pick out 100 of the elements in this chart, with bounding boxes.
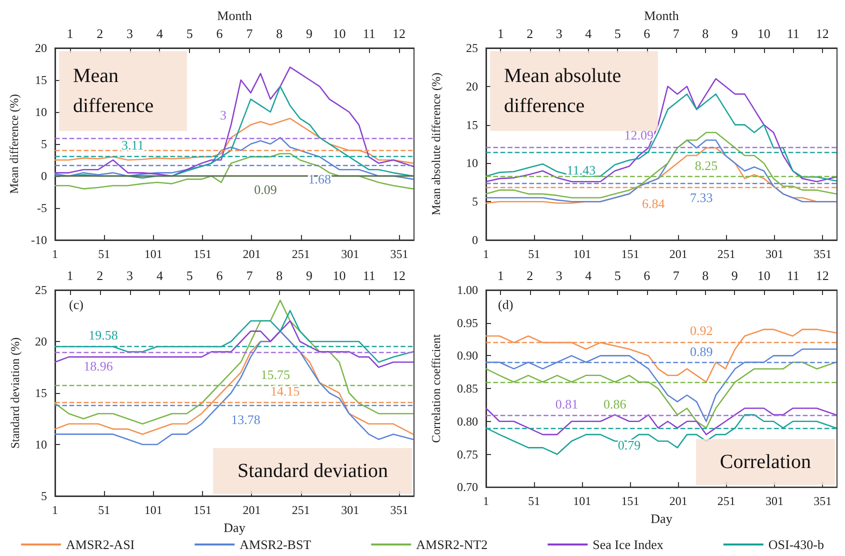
x2-tick-label: 9 <box>731 268 738 283</box>
ref-line-label: 15.75 <box>260 366 290 382</box>
x2-tick-label: 9 <box>731 26 738 41</box>
x-tick-label: 51 <box>98 247 110 261</box>
ref-line-label: 0.81 <box>555 396 578 412</box>
y-tick-label: 10 <box>35 438 47 452</box>
x-tick-label: 151 <box>194 503 212 517</box>
x2-tick-label: 8 <box>702 268 709 283</box>
x2-tick-label: 3 <box>556 268 562 283</box>
x2-tick-label: 12 <box>392 268 406 283</box>
y-tick-label: 25 <box>35 283 47 297</box>
y-tick-label: -10 <box>31 233 47 247</box>
ref-line-label: 8.25 <box>694 158 718 174</box>
y-tick-label: 10 <box>35 105 47 119</box>
x2-tick-label: 11 <box>786 268 800 283</box>
x2-tick-label: 7 <box>246 268 254 283</box>
legend-label: AMSR2-NT2 <box>416 537 488 552</box>
x-tick-label: 1 <box>483 247 489 261</box>
y-tick-label: 0.85 <box>457 382 478 396</box>
x2-tick-label: 4 <box>156 26 164 41</box>
x-tick-label: 201 <box>242 503 261 517</box>
x-tick-label: 1 <box>483 494 489 508</box>
y-tick-label: 5 <box>472 194 478 209</box>
x-tick-label: 301 <box>341 247 360 261</box>
x2-tick-label: 12 <box>816 26 829 41</box>
x2-axis-title: Month <box>217 8 252 24</box>
x2-tick-label: 8 <box>276 26 283 41</box>
x2-tick-label: 8 <box>702 26 709 41</box>
x2-tick-label: 7 <box>246 26 254 41</box>
x-tick-label: 351 <box>814 247 832 261</box>
x-tick-label: 301 <box>765 247 784 261</box>
line-series <box>485 362 837 429</box>
heading-box: Mean difference <box>59 51 187 131</box>
x2-tick-label: 5 <box>614 268 621 283</box>
heading-box: Standard deviation <box>213 448 412 494</box>
x-tick-label: 251 <box>292 247 310 261</box>
y-tick-label: 0 <box>41 169 47 183</box>
x-tick-label: 351 <box>390 503 408 517</box>
x2-tick-label: 3 <box>126 268 134 283</box>
y-axis-title: Mean absolute difference (%) <box>429 72 443 216</box>
x2-tick-label: 6 <box>216 26 224 41</box>
x-tick-label: 51 <box>528 494 540 508</box>
legend-label: Sea Ice Index <box>592 537 664 552</box>
x2-tick-label: 3 <box>126 26 134 41</box>
x-tick-label: 1 <box>52 503 58 517</box>
y-tick-label: -5 <box>37 201 47 215</box>
x2-tick-label: 2 <box>96 268 104 283</box>
y-tick-label: 20 <box>35 334 47 348</box>
ref-line-label: 0.92 <box>690 323 713 338</box>
ref-line-label: 0.89 <box>690 344 713 359</box>
x-axis-title: Day <box>224 520 246 535</box>
y-tick-label: 10 <box>466 156 478 170</box>
x2-tick-label: 10 <box>332 26 346 41</box>
y-tick-label: 0.95 <box>457 316 478 330</box>
y-tick-label: 0.80 <box>457 414 478 428</box>
x2-tick-label: 8 <box>276 268 283 283</box>
y-tick-label: 5 <box>41 489 47 503</box>
x-tick-label: 151 <box>621 247 640 261</box>
x2-tick-label: 7 <box>672 268 680 283</box>
x2-tick-label: 12 <box>816 268 829 283</box>
x-tick-label: 201 <box>242 247 261 261</box>
annotation: (d) <box>498 297 514 312</box>
x2-tick-label: 1 <box>497 268 504 283</box>
x2-tick-label: 4 <box>585 26 592 41</box>
x-tick-label: 101 <box>573 247 592 261</box>
x2-tick-label: 4 <box>585 268 592 283</box>
ref-line-label: 3.11 <box>122 138 144 153</box>
ref-line-label: 13.78 <box>231 412 260 428</box>
y-tick-label: 1.00 <box>457 283 478 297</box>
x2-tick-label: 6 <box>216 268 224 283</box>
x2-tick-label: 10 <box>757 26 770 41</box>
x-tick-label: 51 <box>528 247 540 261</box>
heading-box: Correlation <box>696 439 835 486</box>
x2-tick-label: 9 <box>306 26 313 41</box>
x2-tick-label: 5 <box>186 268 193 283</box>
x2-tick-label: 11 <box>786 26 800 41</box>
y-tick-label: 20 <box>35 41 47 55</box>
line-series <box>54 300 414 425</box>
x-tick-label: 251 <box>717 247 736 261</box>
y-tick-label: 0.90 <box>457 348 478 363</box>
x2-tick-label: 7 <box>672 26 680 41</box>
y-tick-label: 5 <box>41 137 47 151</box>
x2-tick-label: 12 <box>392 26 406 41</box>
legend-label: AMSR2-BST <box>240 537 312 552</box>
x2-tick-label: 9 <box>306 268 313 283</box>
x-tick-label: 251 <box>292 503 310 517</box>
x2-tick-label: 1 <box>66 26 74 41</box>
ref-line-label: 1.68 <box>308 172 331 187</box>
x-axis-title: Day <box>650 511 673 526</box>
y-tick-label: 15 <box>466 118 478 132</box>
x2-tick-label: 3 <box>556 26 562 41</box>
legend-label: AMSR2-ASI <box>66 537 135 552</box>
y-tick-label: 0.70 <box>457 480 478 494</box>
y-tick-label: 0 <box>472 233 478 247</box>
x2-axis-title: Month <box>644 8 680 24</box>
y-tick-label: 15 <box>35 386 47 400</box>
x-tick-label: 301 <box>765 494 784 508</box>
x-tick-label: 51 <box>98 503 110 517</box>
x2-tick-label: 6 <box>644 26 651 41</box>
x-tick-label: 151 <box>194 247 212 261</box>
